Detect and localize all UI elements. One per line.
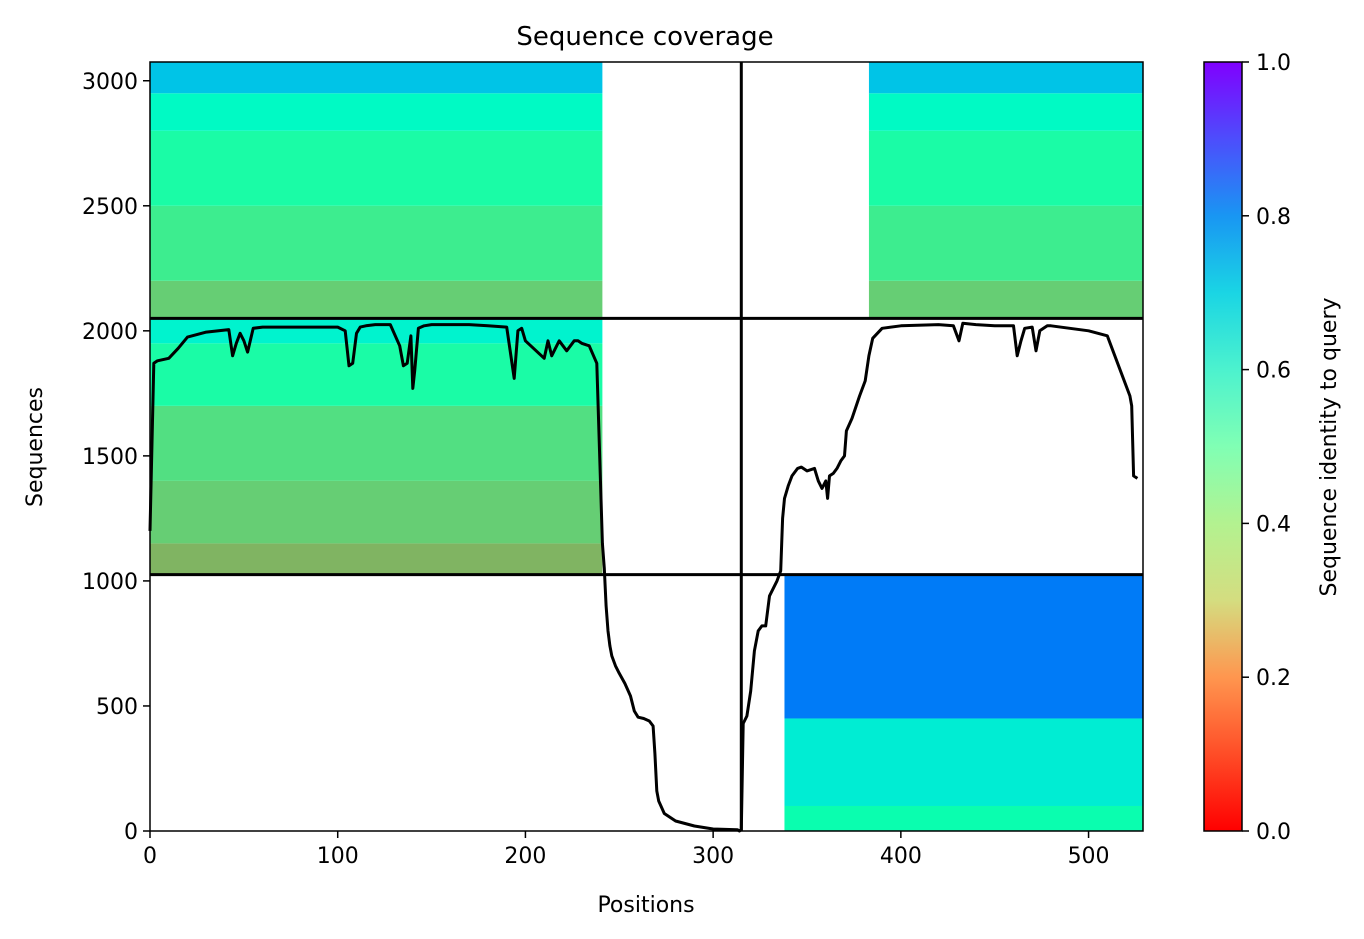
colorbar-tick-label: 0.0 xyxy=(1256,820,1291,845)
identity-band xyxy=(150,280,603,319)
x-tick-label: 400 xyxy=(880,844,922,869)
colorbar xyxy=(1203,61,1243,832)
identity-band xyxy=(868,62,1143,94)
x-tick-label: 500 xyxy=(1068,844,1110,869)
y-tick-label: 1500 xyxy=(82,445,138,470)
identity-band xyxy=(150,93,603,131)
y-tick-label: 1000 xyxy=(82,570,138,595)
identity-band xyxy=(150,543,603,575)
heatmap-blocks xyxy=(150,62,1143,831)
colorbar-ticks: 0.0 0.2 0.4 0.6 0.8 1.0 xyxy=(1242,51,1291,845)
y-tick-label: 2000 xyxy=(82,320,138,345)
identity-band xyxy=(150,62,603,94)
domain-boundaries xyxy=(150,62,1143,831)
y-tick-label: 2500 xyxy=(82,195,138,220)
identity-band xyxy=(150,130,603,206)
identity-band xyxy=(150,405,603,481)
x-tick-label: 100 xyxy=(317,844,359,869)
colorbar-tick-label: 0.2 xyxy=(1256,666,1291,691)
block-middle-left xyxy=(150,318,603,575)
identity-band xyxy=(150,205,603,281)
x-tick-label: 0 xyxy=(143,844,157,869)
y-axis-label: Sequences xyxy=(23,387,48,507)
identity-band xyxy=(784,805,1143,831)
y-tick-label: 500 xyxy=(96,695,138,720)
identity-band xyxy=(784,718,1143,806)
block-top-right xyxy=(868,62,1143,319)
plot-frame xyxy=(149,61,1144,832)
colorbar-tick-label: 0.4 xyxy=(1256,512,1291,537)
colorbar-tick-label: 0.6 xyxy=(1256,359,1291,384)
identity-band xyxy=(868,130,1143,206)
x-axis-ticks: 0 100 200 300 400 500 xyxy=(143,831,1110,869)
identity-band xyxy=(868,280,1143,319)
block-top-left xyxy=(150,62,603,319)
coverage-line xyxy=(148,321,1139,833)
x-tick-label: 300 xyxy=(692,844,734,869)
chart-title: Sequence coverage xyxy=(516,22,773,52)
x-axis-label: Positions xyxy=(597,893,694,918)
identity-band xyxy=(150,480,603,544)
colorbar-label: Sequence identity to query xyxy=(1317,297,1342,596)
identity-band xyxy=(150,343,603,406)
identity-band xyxy=(868,205,1143,281)
colorbar-tick-label: 1.0 xyxy=(1256,51,1291,76)
identity-band xyxy=(868,93,1143,131)
colorbar-tick-label: 0.8 xyxy=(1256,205,1291,230)
y-tick-label: 3000 xyxy=(82,70,138,95)
identity-band xyxy=(784,574,1143,719)
coverage-line-group xyxy=(148,321,1139,833)
block-bottom-right xyxy=(784,574,1143,831)
y-tick-label: 0 xyxy=(124,820,138,845)
y-axis-ticks: 0 500 1000 1500 2000 2500 3000 xyxy=(82,70,150,845)
x-tick-label: 200 xyxy=(504,844,546,869)
